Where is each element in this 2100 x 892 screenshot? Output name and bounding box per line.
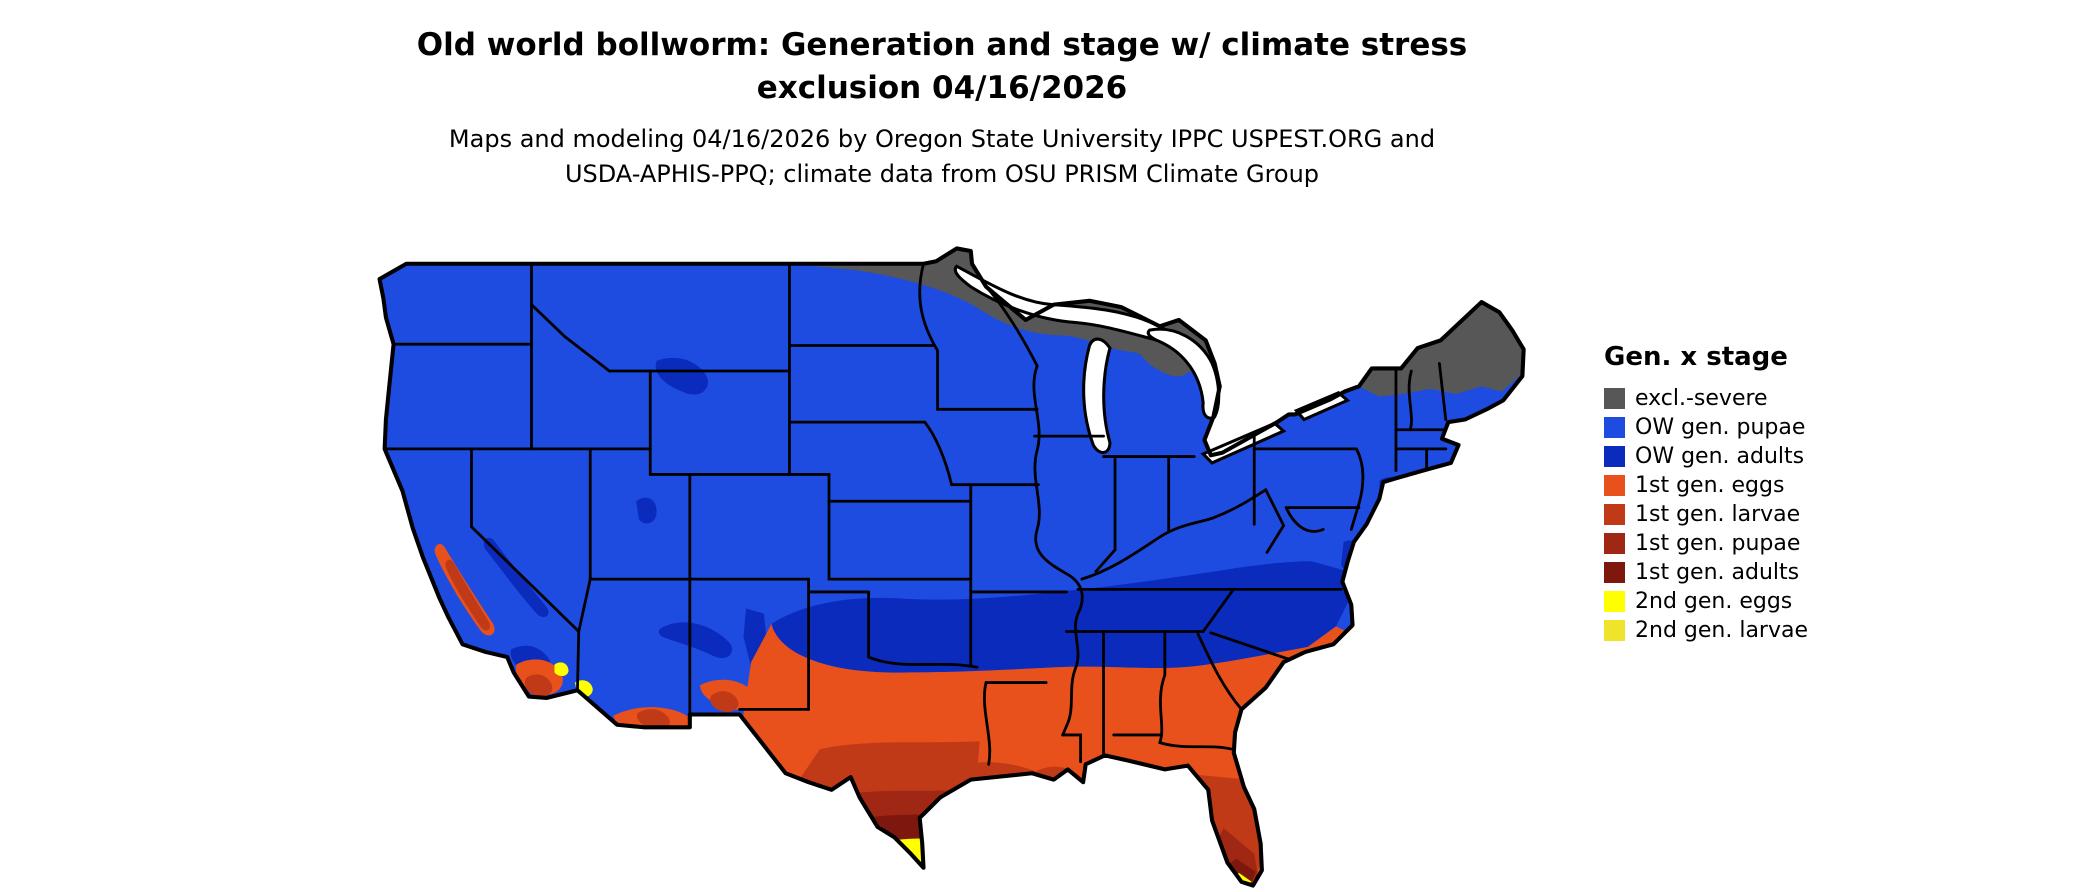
legend-entry: 1st gen. larvae [1604, 500, 1808, 529]
legend-label: 2nd gen. eggs [1635, 589, 1793, 614]
legend-swatch [1604, 417, 1625, 438]
legend-entry: OW gen. adults [1604, 442, 1808, 471]
legend-swatch [1604, 388, 1625, 409]
lake-ontario [1293, 390, 1351, 422]
us-map-container [300, 228, 1570, 892]
legend-entry: 2nd gen. eggs [1604, 587, 1808, 616]
legend-swatch [1604, 504, 1625, 525]
map-title: Old world bollworm: Generation and stage… [0, 24, 1884, 110]
legend-label: OW gen. adults [1635, 444, 1805, 469]
legend-label: 1st gen. larvae [1635, 502, 1801, 527]
legend-entry: OW gen. pupae [1604, 413, 1808, 442]
legend-swatch [1604, 620, 1625, 641]
legend-entry: excl.-severe [1604, 384, 1808, 413]
legend-swatch [1604, 446, 1625, 467]
lake-michigan [1082, 337, 1112, 454]
map-subtitle-line2: USDA-APHIS-PPQ; climate data from OSU PR… [564, 160, 1320, 188]
legend-label: 1st gen. pupae [1635, 531, 1801, 556]
legend-entry: 1st gen. pupae [1604, 529, 1808, 558]
map-title-line1: Old world bollworm: Generation and stage… [416, 27, 1468, 63]
legend-title: Gen. x stage [1604, 342, 1788, 372]
map-title-line2: exclusion 04/16/2026 [756, 70, 1128, 106]
legend-label: 1st gen. eggs [1635, 473, 1785, 498]
legend-label: 2nd gen. larvae [1635, 618, 1809, 643]
legend-entry: 2nd gen. larvae [1604, 616, 1808, 645]
legend-label: OW gen. pupae [1635, 415, 1806, 440]
legend-swatch [1604, 475, 1625, 496]
legend-swatch [1604, 562, 1625, 583]
lake-huron [1146, 327, 1221, 420]
legend-label: excl.-severe [1635, 386, 1768, 411]
us-map [300, 228, 1570, 892]
region-gen2-larvae [873, 825, 1239, 882]
state-borders [383, 262, 1453, 766]
legend-label: 1st gen. adults [1635, 560, 1800, 585]
legend-swatch [1604, 591, 1625, 612]
legend-entry: 1st gen. eggs [1604, 471, 1808, 500]
map-legend: Gen. x stage excl.-severe OW gen. pupae … [1604, 342, 1808, 645]
map-subtitle: Maps and modeling 04/16/2026 by Oregon S… [0, 122, 1884, 192]
legend-swatch [1604, 533, 1625, 554]
map-subtitle-line1: Maps and modeling 04/16/2026 by Oregon S… [448, 125, 1436, 153]
legend-entry: 1st gen. adults [1604, 558, 1808, 587]
